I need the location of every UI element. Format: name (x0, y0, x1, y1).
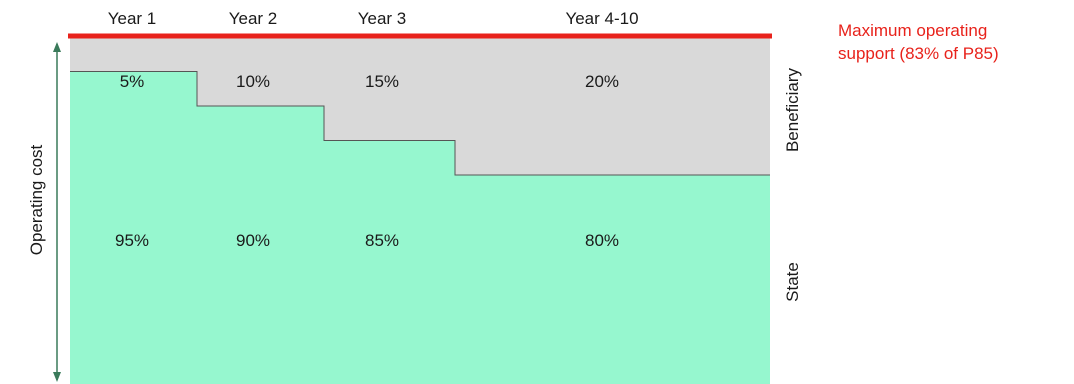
step-line-layer (70, 71, 770, 176)
step-line (70, 71, 770, 176)
arrow-head-top (53, 42, 61, 52)
state-label-year-4-10: 80% (585, 231, 619, 250)
state-side-label: State (783, 262, 802, 302)
state-label-year-1: 95% (115, 231, 149, 250)
category-label-year-1: Year 1 (108, 9, 157, 28)
beneficiary-label-year-1: 5% (120, 72, 145, 91)
bands-layer (70, 37, 770, 384)
arrow-head-bottom (53, 372, 61, 382)
state-band (70, 71, 770, 384)
beneficiary-label-year-3: 15% (365, 72, 399, 91)
max-support-note-line-2: support (83% of P85) (838, 44, 999, 63)
state-label-year-2: 90% (236, 231, 270, 250)
beneficiary-label-year-2: 10% (236, 72, 270, 91)
category-label-year-2: Year 2 (229, 9, 278, 28)
y-axis-label: Operating cost (27, 144, 46, 255)
state-label-year-3: 85% (365, 231, 399, 250)
category-label-year-3: Year 3 (358, 9, 407, 28)
operating-cost-arrow (53, 42, 61, 382)
beneficiary-label-year-4-10: 20% (585, 72, 619, 91)
max-support-note-line-1: Maximum operating (838, 21, 987, 40)
category-label-year-4-10: Year 4-10 (565, 9, 638, 28)
beneficiary-side-label: Beneficiary (783, 67, 802, 152)
